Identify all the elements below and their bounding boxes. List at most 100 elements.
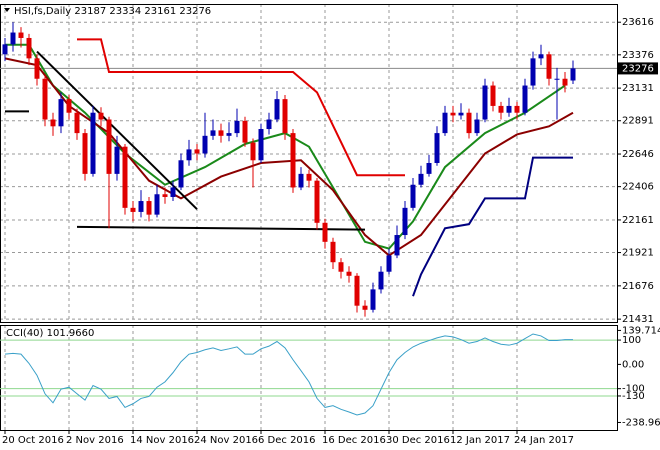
y-tick-label: -130 [622,391,645,402]
y-tick-label: 21676 [622,281,654,292]
candle-body [186,149,192,161]
overlay-line [412,156,573,297]
y-tick-label: 21431 [622,314,654,325]
candle-body [282,99,288,134]
y-tick-label: 22406 [622,182,654,193]
candle-body [530,58,536,86]
candle-body [194,149,200,154]
y-tick-label: 23376 [622,50,654,61]
candle-body [298,173,304,188]
candle-body [498,105,504,113]
candle-body [42,78,48,120]
candle-body [90,112,96,174]
candle-body [242,120,248,143]
y-tick-label: -238.969 [622,417,660,428]
x-tick-label: 12 Jan 2017 [450,435,510,446]
candle-body [362,305,368,310]
last-price-label: 23276 [622,63,654,74]
candle-body [50,119,56,127]
candle-body [218,130,224,136]
candle-body [34,58,40,79]
candle-body [354,275,360,306]
candle-body [490,85,496,106]
candle-body [106,119,112,174]
candle-body [66,99,72,113]
candle-body [338,262,344,272]
candle-body [370,289,376,310]
candle-body [418,173,424,185]
y-tick-label: 21921 [622,248,654,259]
candle-body [226,133,232,136]
candle-body [178,160,184,188]
overlay-line [36,50,198,210]
overlay-line [5,43,566,250]
candle-body [170,187,176,197]
candle-body [274,99,280,120]
candle-body [522,85,528,113]
candle-body [442,112,448,134]
y-tick-label: 139.7147 [622,325,660,336]
indicator-title: CCI(40) 101.9660 [6,328,94,339]
candle-body [426,163,432,174]
y-tick-label: -100 [622,384,645,395]
x-tick-label: 16 Dec 2016 [322,435,386,446]
candle-body [346,271,352,276]
candle-body [266,119,272,130]
candle-body [402,207,408,236]
candle-body [154,194,160,215]
y-tick-label: 100 [622,335,641,346]
overlay-line [4,57,574,257]
x-tick-label: 24 Jan 2017 [514,435,574,446]
candle-body [18,32,24,38]
candle-body [434,133,440,163]
candle-body [162,194,168,197]
candle-body [122,146,128,208]
x-tick-label: 20 Oct 2016 [2,435,64,446]
candle-body [506,105,512,113]
candle-body [482,85,488,120]
candle-body [562,78,568,86]
candle-body [474,119,480,134]
x-tick-label: 30 Dec 2016 [386,435,450,446]
candle-body [210,130,216,136]
candle-body [98,112,104,120]
x-tick-label: 24 Nov 2016 [194,435,258,446]
candle-body [26,37,32,59]
candle-body [234,120,240,134]
candle-body [386,255,392,272]
candle-body [250,142,256,161]
candle-body [82,133,88,174]
chart-title: HSI,fs,Daily 23187 23334 23161 23276 [14,6,211,17]
indicator-frame [0,325,618,431]
candle-body [410,184,416,208]
candle-body [306,173,312,181]
y-tick-label: 22161 [622,215,654,226]
candle-body [394,235,400,256]
candle-body [546,54,552,79]
last-price-box [618,62,658,75]
candle-body [10,32,16,45]
y-tick-label: 0.00 [622,359,644,370]
candle-body [258,129,264,161]
candle-body [322,222,328,242]
y-tick-label: 23616 [622,17,654,28]
candle-body [74,112,80,134]
candle-body [202,135,208,154]
x-tick-label: 6 Dec 2016 [258,435,316,446]
y-tick-label: 22891 [622,116,654,127]
indicator-line [4,333,574,416]
candle-body [146,201,152,215]
candle-body [458,112,464,116]
candle-body [58,99,64,127]
candle-body [290,133,296,188]
main-frame [0,4,618,323]
y-tick-label: 23131 [622,83,654,94]
candle-body [130,207,136,212]
candle-body [2,44,8,55]
x-tick-label: 2 Nov 2016 [66,435,124,446]
overlay-line [77,38,405,177]
candle-body [450,112,456,116]
menu-triangle [4,8,10,12]
